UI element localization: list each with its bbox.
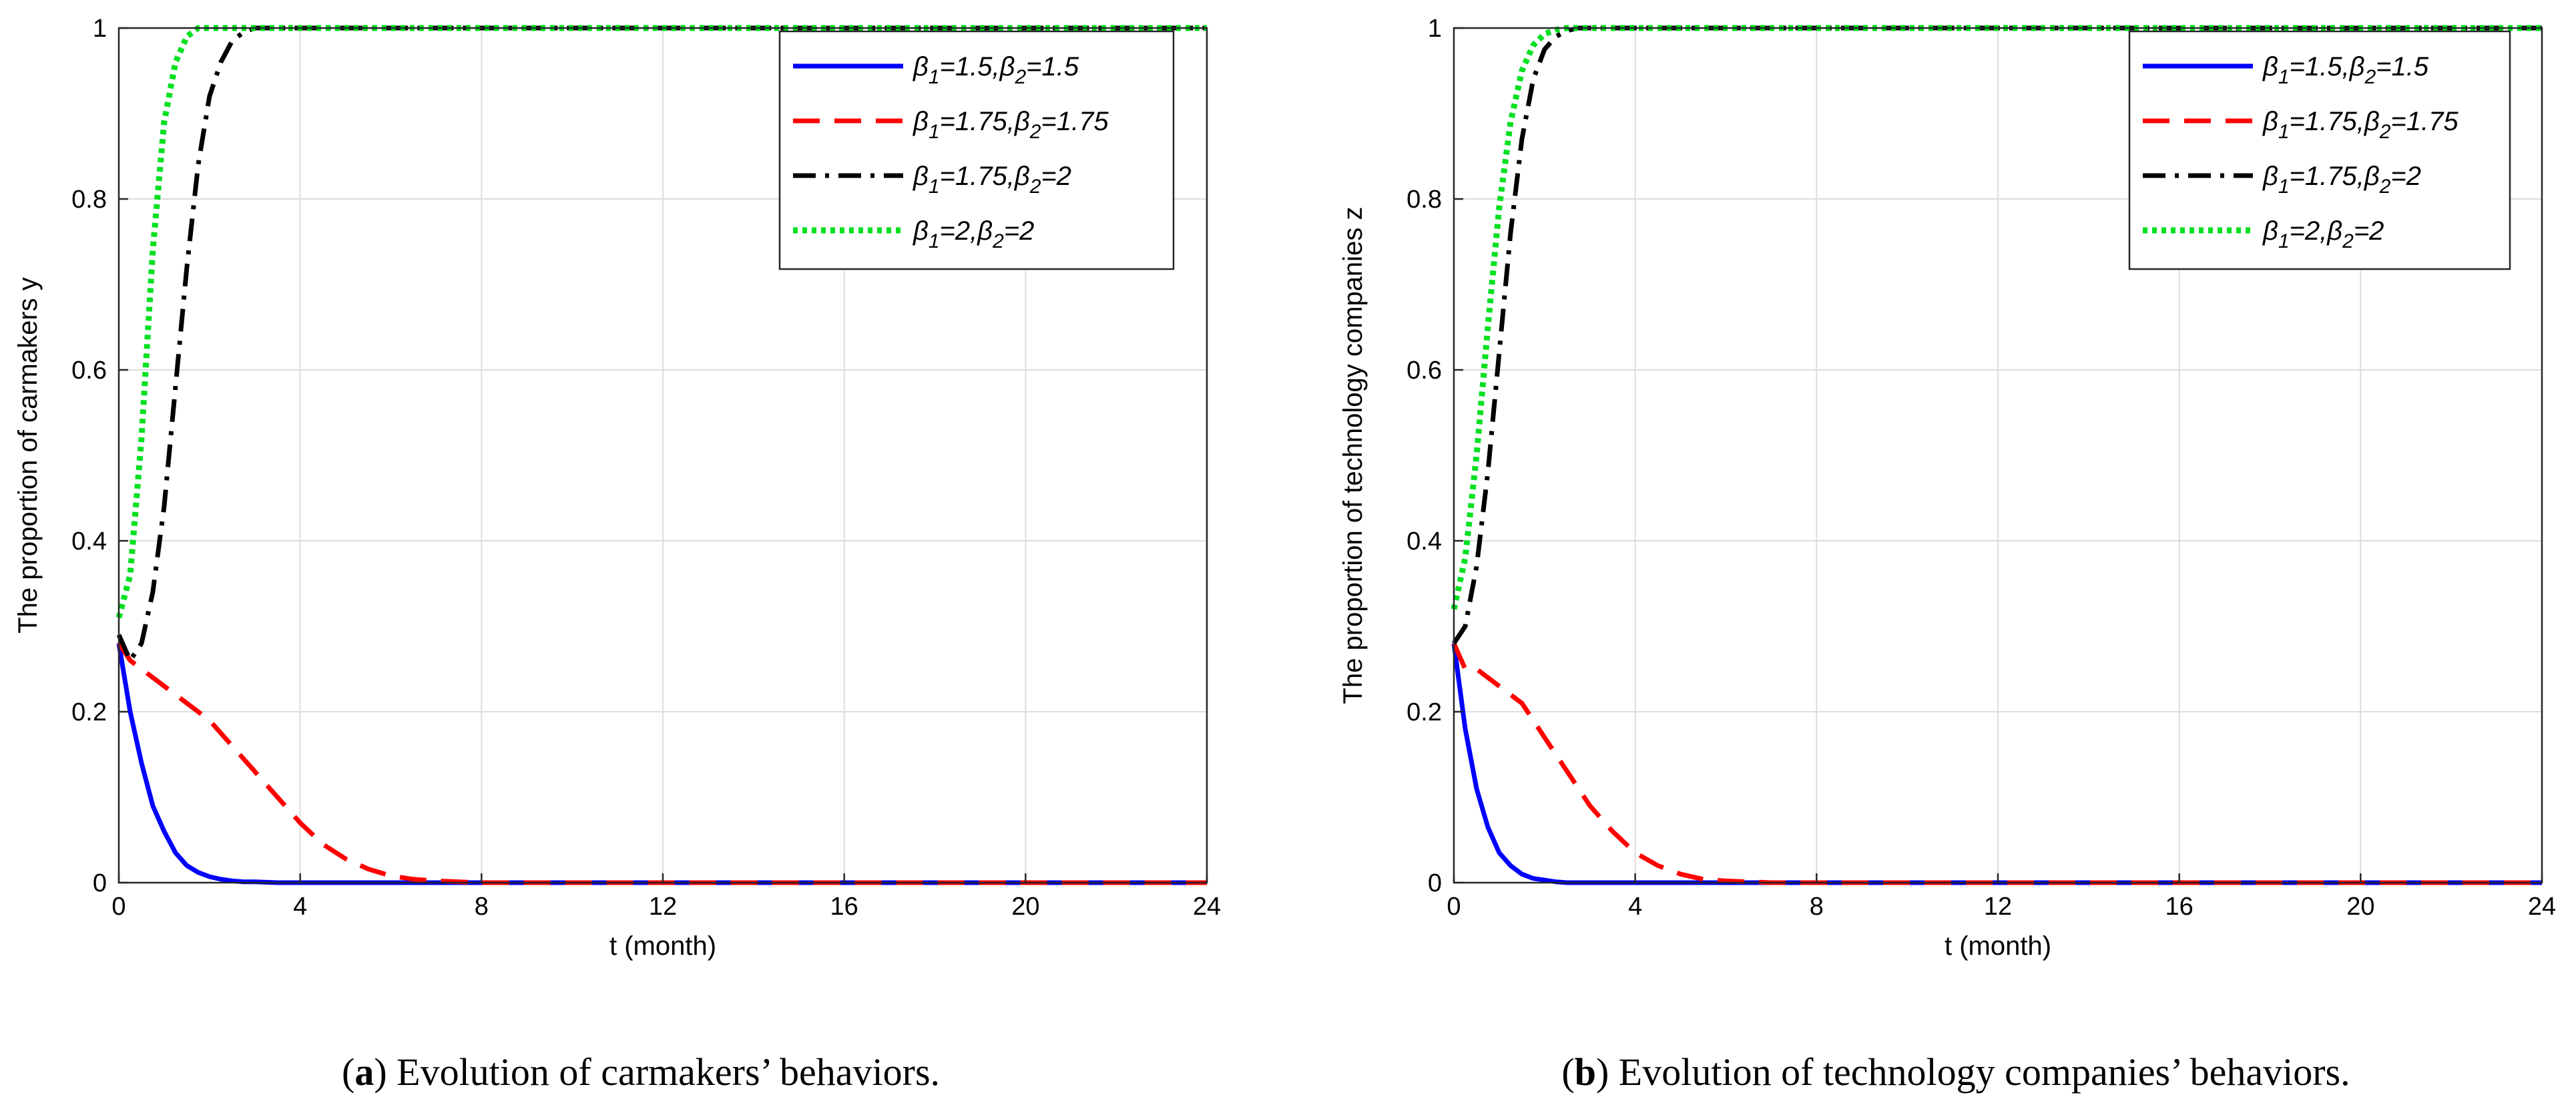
caption-b: (b) Evolution of technology companies’ b…	[1561, 1050, 2350, 1094]
y-tick-label: 0.4	[71, 527, 107, 556]
y-tick-label: 0.6	[1406, 357, 1442, 385]
legend-label-2: β1=1.75,β2=1.75	[913, 107, 1109, 143]
y-tick-label: 0.8	[1406, 186, 1442, 214]
series-line-2	[1451, 642, 2542, 885]
legend-label-1: β1=1.5,β2=1.5	[2262, 52, 2429, 88]
caption-b-letter: b	[1575, 1050, 1596, 1094]
y-axis-label: The proportion of carmakers y	[13, 277, 43, 634]
x-axis-label: t (month)	[609, 931, 716, 961]
legend-label-1: β1=1.5,β2=1.5	[913, 52, 1079, 88]
y-tick-label: 1	[93, 15, 107, 43]
x-tick-label: 4	[1628, 893, 1642, 921]
x-axis-label: t (month)	[1945, 931, 2051, 961]
x-tick-label: 12	[1984, 893, 2012, 921]
series-line-3	[1452, 25, 2542, 645]
x-tick-label: 0	[1447, 893, 1461, 921]
caption-a-letter: a	[354, 1050, 374, 1094]
x-tick-label: 16	[830, 893, 858, 921]
chart-panel-b: 0 4 8 12 16 20 24 0 0.2 0.4 0.6 0.8 1 t (month) The pr…	[1338, 15, 2556, 961]
y-tick-label: 0	[1428, 869, 1442, 897]
legend-label-4: β1=2,β2=2	[913, 216, 1034, 252]
chart-panels: 0 4 8 12 16 20 24 0 0.2 0.4 0.6 0.8 1 t (month) The pr…	[13, 15, 2556, 961]
y-tick-label: 1	[1428, 15, 1442, 43]
x-tick-label: 4	[293, 893, 307, 921]
caption-a: (a) Evolution of carmakers’ behaviors.	[342, 1050, 940, 1094]
y-tick-label: 0.4	[1406, 527, 1442, 556]
legend-label-3: β1=1.75,β2=2	[913, 162, 1071, 198]
legend: β1=1.5,β2=1.5 β1=1.75,β2=1.75 β1=1.75,β2=2…	[2128, 30, 2511, 270]
x-tick-label: 16	[2165, 893, 2194, 921]
x-tick-label: 0	[111, 893, 125, 921]
y-tick-label: 0.2	[71, 698, 107, 726]
x-tick-label: 20	[2346, 893, 2374, 921]
x-tick-label: 24	[1193, 893, 1221, 921]
y-tick-label: 0	[93, 869, 107, 897]
legend-label-4: β1=2,β2=2	[2262, 216, 2384, 252]
x-tick-label: 20	[1011, 893, 1039, 921]
caption-b-text: Evolution of technology companies’ behav…	[1609, 1050, 2350, 1094]
y-tick-label: 0.8	[71, 186, 107, 214]
y-axis-label: The proportion of technology companies z	[1338, 207, 1368, 704]
legend: β1=1.5,β2=1.5 β1=1.75,β2=1.75 β1=1.75,β2=2…	[778, 30, 1175, 270]
y-tick-label: 0.6	[71, 357, 107, 385]
x-tick-label: 8	[475, 893, 489, 921]
y-tick-label: 0.2	[1406, 698, 1442, 726]
legend-label-2: β1=1.75,β2=1.75	[2262, 107, 2459, 143]
chart-panel-a: 0 4 8 12 16 20 24 0 0.2 0.4 0.6 0.8 1 t (month) The pr…	[13, 15, 1221, 961]
x-tick-label: 24	[2528, 893, 2556, 921]
caption-a-text: Evolution of carmakers’ behaviors.	[387, 1050, 940, 1094]
legend-box	[778, 30, 1175, 270]
x-tick-label: 8	[1810, 893, 1824, 921]
legend-label-3: β1=1.75,β2=2	[2262, 162, 2421, 198]
x-tick-label: 12	[649, 893, 677, 921]
